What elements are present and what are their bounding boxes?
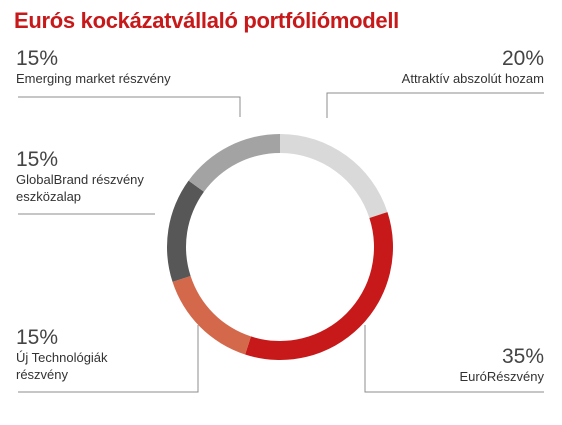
- label-globalbrand: 15% GlobalBrand részvény eszközalap: [16, 149, 144, 205]
- leader-line-3: [18, 325, 199, 393]
- name-globalbrand-line2: eszközalap: [16, 189, 82, 204]
- pct-globalbrand: 15%: [16, 148, 59, 171]
- slice-0: [280, 134, 388, 218]
- name-uj-technologiak-line1: Új Technológiák: [16, 350, 108, 365]
- leader-line-4: [364, 325, 544, 393]
- pct-euroreszveny: 35%: [501, 345, 544, 368]
- slice-2: [172, 276, 251, 355]
- label-euroreszveny: 35% EuróRészvény: [459, 346, 544, 385]
- label-attraktiv: 20% Attraktív abszolút hozam: [402, 48, 544, 87]
- name-attraktiv: Attraktív abszolút hozam: [401, 71, 544, 86]
- leader-line-0: [18, 96, 241, 117]
- pct-emerging-market: 15%: [16, 47, 59, 70]
- chart-title: Eurós kockázatvállaló portfóliómodell: [14, 8, 399, 33]
- label-uj-technologiak: 15% Új Technológiák részvény: [16, 327, 108, 383]
- slice-3: [166, 180, 204, 282]
- pct-attraktiv: 20%: [501, 47, 544, 70]
- label-emerging-market: 15% Emerging market részvény: [16, 48, 171, 87]
- name-emerging-market: Emerging market részvény: [16, 71, 171, 86]
- pct-uj-technologiak: 15%: [16, 326, 59, 349]
- slice-4: [188, 134, 280, 192]
- donut-slices: [166, 134, 393, 361]
- name-uj-technologiak-line2: részvény: [16, 367, 69, 382]
- name-globalbrand-line1: GlobalBrand részvény: [16, 172, 144, 187]
- leader-lines: [18, 92, 544, 393]
- slice-1: [245, 212, 393, 361]
- name-euroreszveny: EuróRészvény: [459, 369, 544, 384]
- leader-line-1: [326, 92, 544, 118]
